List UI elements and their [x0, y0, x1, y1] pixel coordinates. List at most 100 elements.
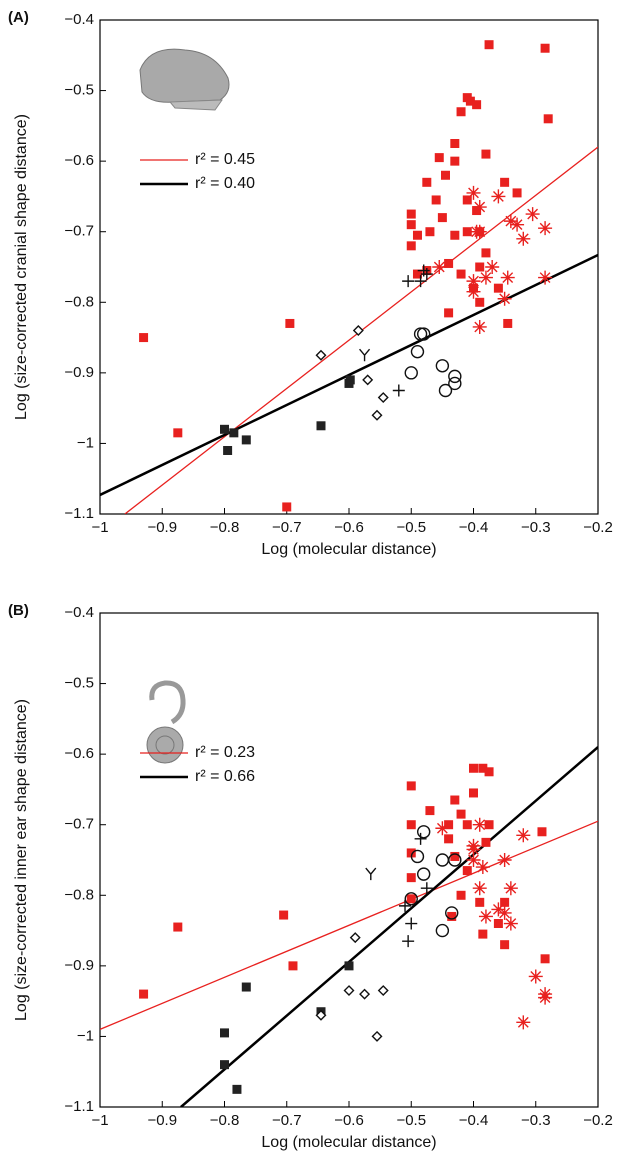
y-tick-label: −1.1 — [64, 1098, 94, 1115]
x-tick-label: −0.3 — [521, 519, 551, 536]
point — [444, 308, 454, 318]
point — [469, 788, 478, 798]
y-tick-label: −0.6 — [64, 745, 94, 762]
point — [503, 318, 513, 328]
point — [406, 209, 416, 219]
point — [220, 1060, 229, 1070]
point — [432, 260, 447, 274]
x-tick-label: −0.2 — [583, 519, 613, 536]
point — [377, 392, 389, 404]
point — [450, 156, 460, 166]
x-tick-label: −0.7 — [272, 1112, 302, 1129]
y-tick-label: −0.4 — [64, 604, 94, 621]
point — [448, 853, 462, 867]
legend-label: r² = 0.40 — [195, 175, 255, 192]
point — [497, 905, 512, 920]
point — [472, 100, 482, 110]
point — [466, 853, 481, 867]
point — [344, 961, 354, 971]
point — [493, 283, 503, 293]
point — [435, 923, 450, 938]
point — [406, 873, 416, 883]
point — [472, 817, 487, 832]
point — [405, 917, 418, 930]
point — [500, 177, 510, 187]
point — [241, 982, 251, 992]
point — [392, 384, 405, 397]
point — [516, 1015, 531, 1030]
point — [406, 781, 416, 791]
point — [445, 906, 459, 920]
point — [404, 892, 418, 906]
point — [450, 795, 460, 805]
inner-ear-icon — [146, 680, 186, 764]
y-tick-label: −1.1 — [64, 505, 94, 522]
point — [497, 853, 512, 867]
y-tick-label: −0.7 — [64, 816, 94, 833]
y-tick-label: −0.8 — [64, 886, 94, 903]
point — [399, 899, 412, 912]
point — [406, 894, 416, 904]
y-tick-label: −1 — [77, 434, 94, 451]
point — [435, 821, 450, 836]
point — [478, 270, 493, 285]
point — [232, 1084, 242, 1094]
canal-shape — [149, 680, 186, 725]
point — [466, 274, 481, 289]
point — [139, 333, 149, 343]
x-tick-label: −0.2 — [583, 1112, 613, 1129]
point — [484, 820, 494, 830]
x-tick-label: −0.5 — [396, 1112, 426, 1129]
point — [434, 153, 444, 163]
x-tick-label: −0.4 — [459, 519, 489, 536]
point — [279, 910, 289, 920]
y-tick-label: −0.9 — [64, 957, 94, 974]
point — [503, 916, 518, 931]
point — [343, 985, 355, 997]
point — [481, 837, 491, 847]
point — [229, 428, 239, 438]
point — [315, 349, 327, 361]
point — [462, 866, 472, 876]
point — [402, 935, 415, 948]
legend-label: r² = 0.66 — [195, 768, 255, 785]
point — [410, 344, 425, 359]
legend-label: r² = 0.45 — [195, 151, 255, 168]
jaw-shape — [168, 99, 223, 111]
point — [288, 961, 298, 971]
y-tick-label: −0.9 — [64, 364, 94, 381]
x-tick-label: −1 — [91, 1112, 108, 1129]
x-axis-label: Log (molecular distance) — [261, 541, 436, 558]
point — [285, 318, 295, 328]
point — [412, 230, 422, 240]
point — [435, 359, 450, 373]
point — [437, 213, 447, 223]
point — [466, 838, 481, 853]
point — [349, 932, 361, 944]
point — [538, 990, 553, 1005]
point — [503, 881, 518, 896]
point — [173, 428, 183, 438]
x-tick-label: −0.9 — [147, 1112, 177, 1129]
point — [525, 207, 540, 222]
point — [417, 825, 431, 839]
fit-line — [100, 253, 598, 497]
point — [359, 988, 371, 1000]
point — [450, 230, 460, 240]
point — [425, 806, 435, 816]
cochlea-shape — [146, 726, 184, 764]
point — [456, 269, 466, 279]
point — [362, 374, 374, 386]
point — [540, 43, 550, 53]
panel-label: (B) — [8, 602, 29, 619]
point — [485, 260, 500, 274]
point — [481, 248, 491, 258]
point — [404, 366, 418, 380]
point — [406, 820, 416, 830]
point — [444, 834, 454, 844]
y-tick-label: −0.5 — [64, 82, 94, 99]
y-tick-label: −0.8 — [64, 293, 94, 310]
point — [466, 185, 481, 200]
x-tick-label: −0.4 — [459, 1112, 489, 1129]
